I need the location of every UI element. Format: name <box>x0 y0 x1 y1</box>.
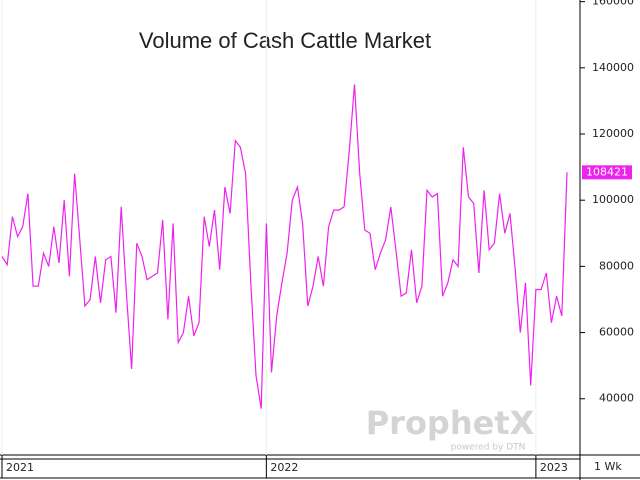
last-value-box <box>582 165 632 180</box>
chart-title: Volume of Cash Cattle Market <box>139 28 431 53</box>
y-tick-label: 140000 <box>592 61 634 74</box>
y-tick-label: 120000 <box>592 127 634 140</box>
x-tick-label: 2023 <box>540 461 568 474</box>
y-tick-label: 160000 <box>592 0 634 8</box>
x-tick-label: 2021 <box>6 461 34 474</box>
watermark-sub: powered by DTN <box>451 443 526 453</box>
y-tick-label: 100000 <box>592 193 634 206</box>
interval-label: 1 Wk <box>594 460 622 473</box>
y-tick-label: 40000 <box>599 392 634 405</box>
x-tick-label: 2022 <box>270 461 298 474</box>
watermark: ProphetX <box>366 404 535 442</box>
y-tick-label: 60000 <box>599 326 634 339</box>
line-series <box>1 84 568 409</box>
y-tick-label: 80000 <box>599 259 634 272</box>
last-value-label: 108421 <box>586 165 628 178</box>
